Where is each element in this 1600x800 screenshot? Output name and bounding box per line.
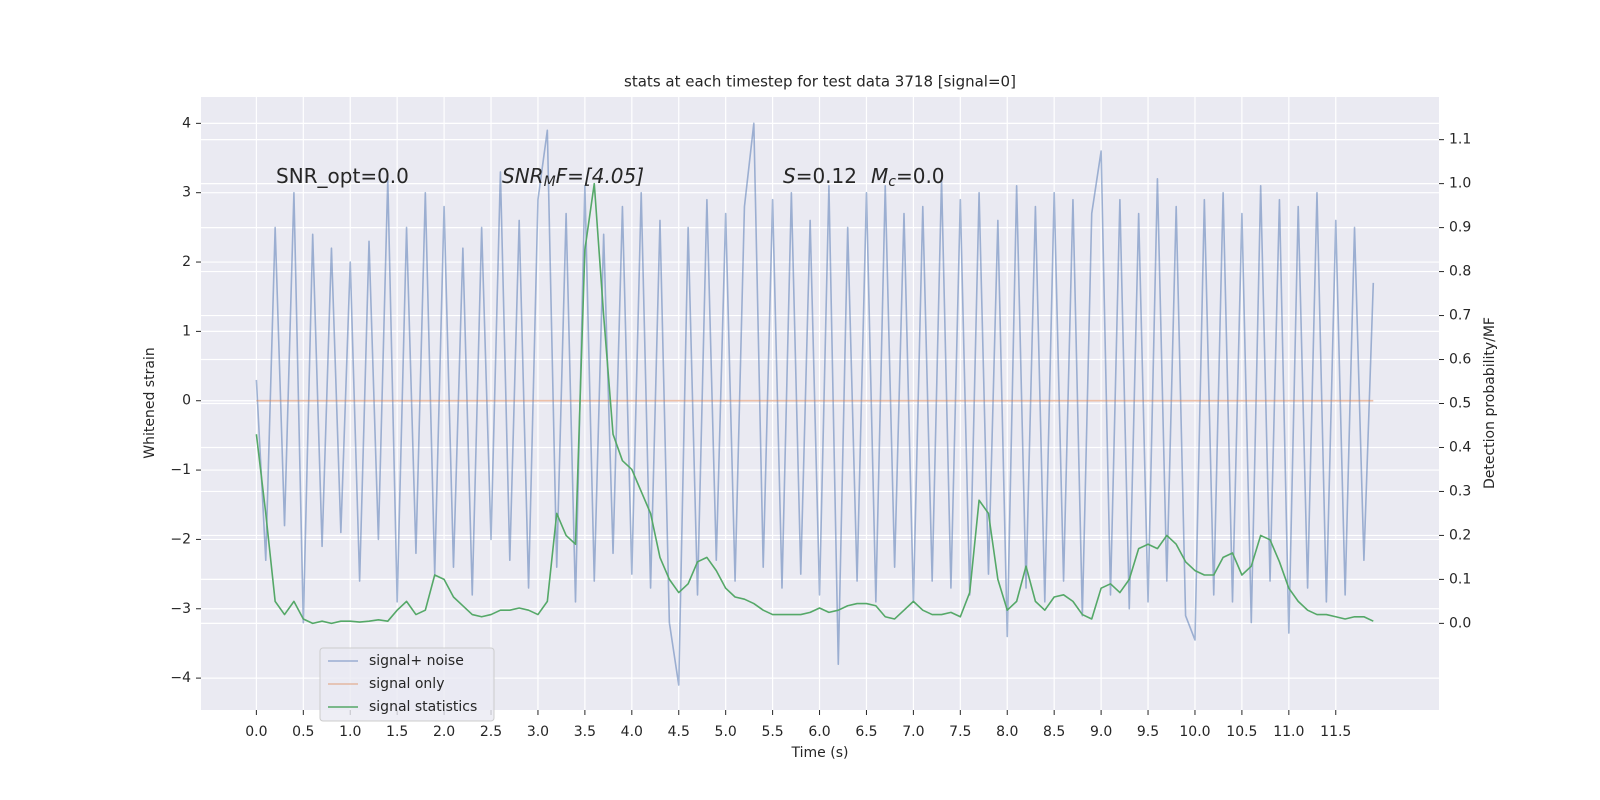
x-tick-label: 2.0 — [433, 724, 455, 740]
annotation-text: S — [783, 164, 796, 188]
x-tick-label: 11.5 — [1320, 724, 1351, 740]
axes: 0.0 0.5 1.0 1.5 2.0 2.5 3.0 3.5 4.0 4.5 5.0 5.5 6.0 6… — [170, 115, 1471, 740]
annotation-text: =0.12 — [796, 164, 857, 188]
x-tick-label: 6.5 — [855, 724, 877, 740]
legend-label: signal+ noise — [369, 653, 464, 669]
y2-tick-label: 0.8 — [1449, 264, 1471, 280]
annotation-text: F=[4.05] — [556, 164, 644, 188]
y-tick-label: −4 — [170, 670, 191, 686]
x-tick-label: 4.5 — [668, 724, 690, 740]
x-tick-label: 10.5 — [1226, 724, 1257, 740]
legend-label: signal only — [369, 676, 444, 692]
x-tick-label: 9.0 — [1090, 724, 1112, 740]
x-tick-label: 5.0 — [715, 724, 737, 740]
y2-tick-label: 1.1 — [1449, 132, 1471, 148]
y-tick-label: 0 — [182, 393, 191, 409]
y2-tick-label: 0.6 — [1449, 352, 1471, 368]
y2-tick-label: 0.3 — [1449, 483, 1471, 499]
legend-box — [319, 647, 495, 722]
y2-axis-label: Detection probability/MF — [1482, 317, 1498, 489]
legend-label: signal statistics — [369, 699, 477, 715]
chart-title: stats at each timestep for test data 371… — [624, 73, 1016, 91]
series-line — [255, 182, 1374, 625]
annotation-subscript: M — [544, 174, 556, 190]
annotation-text: SNR — [502, 164, 544, 188]
x-tick-label: 3.0 — [527, 724, 549, 740]
annotation: SNRMF=[4.05] — [502, 164, 644, 191]
x-tick-label: 7.5 — [949, 724, 971, 740]
y-tick-label: −3 — [170, 601, 191, 617]
x-axis-label: Time (s) — [791, 745, 849, 761]
x-tick-label: 4.0 — [621, 724, 643, 740]
annotation-text: =0.0 — [896, 164, 945, 188]
x-tick-label: 3.5 — [574, 724, 596, 740]
y2-tick-label: 0.9 — [1449, 220, 1471, 236]
x-tick-label: 10.0 — [1179, 724, 1210, 740]
y-tick-label: −2 — [170, 531, 191, 547]
y2-tick-label: 0.0 — [1449, 615, 1471, 631]
y2-tick-label: 0.5 — [1449, 396, 1471, 412]
annotation: S=0.12 Mc=0.0 — [783, 164, 945, 191]
annotation-subscript: c — [888, 174, 896, 190]
x-tick-label: 1.5 — [386, 724, 408, 740]
x-tick-label: 6.0 — [808, 724, 830, 740]
x-tick-label: 0.5 — [292, 724, 314, 740]
y2-tick-label: 1.0 — [1449, 176, 1471, 192]
x-tick-label: 9.5 — [1137, 724, 1159, 740]
legend: signal+ noise signal only signal statistic… — [319, 647, 495, 722]
y2-tick-label: 0.1 — [1449, 571, 1471, 587]
x-tick-label: 7.0 — [902, 724, 924, 740]
annotation: SNR_opt=0.0 — [276, 164, 409, 188]
annotation-text: SNR_opt=0.0 — [276, 164, 409, 188]
y-tick-label: 2 — [182, 254, 191, 270]
y2-tick-label: 0.7 — [1449, 308, 1471, 324]
marks — [255, 122, 1375, 686]
annotation-text: M — [871, 164, 888, 188]
y-tick-label: 1 — [182, 323, 191, 339]
x-tick-label: 0.0 — [245, 724, 267, 740]
x-tick-label: 8.0 — [996, 724, 1018, 740]
x-tick-label: 11.0 — [1273, 724, 1304, 740]
y-tick-label: −1 — [170, 462, 191, 478]
x-tick-label: 5.5 — [761, 724, 783, 740]
y-axis-label: Whitened strain — [142, 347, 158, 458]
x-tick-label: 1.0 — [339, 724, 361, 740]
x-tick-label: 2.5 — [480, 724, 502, 740]
y-tick-label: 3 — [182, 185, 191, 201]
y2-tick-label: 0.2 — [1449, 527, 1471, 543]
y2-tick-label: 0.4 — [1449, 439, 1471, 455]
x-tick-label: 8.5 — [1043, 724, 1065, 740]
y-tick-label: 4 — [182, 115, 191, 131]
series-line — [255, 122, 1375, 686]
